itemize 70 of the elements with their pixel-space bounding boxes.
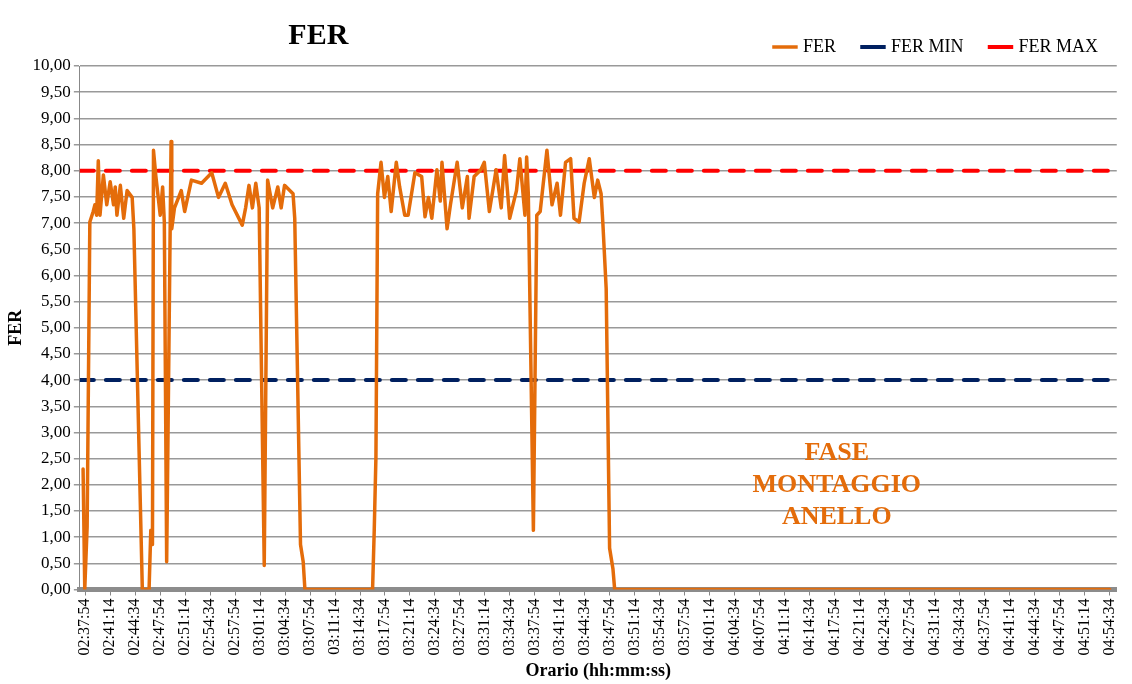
x-tick-label: 03:57:54 bbox=[675, 598, 693, 656]
y-tick-label: 3,00 bbox=[41, 421, 71, 441]
y-tick-label: 1,00 bbox=[41, 526, 71, 546]
x-tick-label: 04:01:14 bbox=[700, 598, 718, 656]
y-tick-label: 6,50 bbox=[41, 238, 71, 258]
x-tick-label: 03:17:54 bbox=[375, 598, 393, 656]
x-tick-label: 03:01:14 bbox=[250, 598, 268, 656]
y-tick-label: 3,50 bbox=[41, 395, 71, 415]
x-tick-label: 04:21:14 bbox=[850, 598, 868, 656]
y-tick-label: 8,00 bbox=[41, 160, 71, 180]
x-tick-label: 03:41:14 bbox=[550, 598, 568, 656]
x-tick-label: 03:04:34 bbox=[275, 598, 293, 656]
x-tick-label: 03:47:54 bbox=[600, 598, 618, 656]
y-tick-label: 5,50 bbox=[41, 291, 71, 311]
x-tick-label: 04:41:14 bbox=[1000, 598, 1017, 656]
y-tick-label: 9,00 bbox=[41, 107, 71, 127]
x-tick-label: 03:34:34 bbox=[500, 598, 518, 656]
y-tick-label: 4,50 bbox=[41, 343, 71, 363]
y-tick-label: 5,00 bbox=[41, 317, 71, 337]
x-tick-label: 02:57:54 bbox=[225, 598, 243, 656]
x-tick-label: 02:51:14 bbox=[175, 598, 193, 656]
legend-label: FER MAX bbox=[1018, 35, 1098, 56]
x-tick-label: 04:17:54 bbox=[825, 598, 843, 656]
x-tick-label: 04:07:54 bbox=[750, 598, 768, 656]
x-tick-label: 04:51:14 bbox=[1074, 598, 1092, 656]
x-axis-title: Orario (hh:mm:ss) bbox=[525, 659, 672, 681]
x-tick-label: 02:47:54 bbox=[150, 598, 168, 656]
x-tick-label: 04:14:34 bbox=[800, 598, 818, 656]
legend-label: FER MIN bbox=[890, 35, 964, 56]
x-tick-label: 03:21:14 bbox=[400, 598, 418, 656]
x-tick-label: 02:37:54 bbox=[75, 598, 93, 656]
y-tick-label: 1,50 bbox=[41, 500, 71, 520]
x-tick-label: 04:04:34 bbox=[725, 598, 743, 656]
x-tick-label: 02:41:14 bbox=[100, 598, 118, 656]
y-tick-label: 0,50 bbox=[41, 552, 71, 572]
x-tick-label: 04:34:34 bbox=[950, 598, 968, 656]
y-tick-label: 0,00 bbox=[41, 578, 71, 598]
y-tick-label: 10,00 bbox=[32, 55, 71, 75]
annotation: FASE MONTAGGIO ANELLO bbox=[752, 436, 922, 530]
x-tick-label: 04:24:34 bbox=[875, 598, 893, 656]
x-tick-label: 04:31:14 bbox=[925, 598, 943, 656]
y-tick-label: 9,50 bbox=[41, 81, 71, 101]
y-tick-label: 2,00 bbox=[41, 474, 71, 494]
y-tick-label: 2,50 bbox=[41, 448, 71, 468]
x-tick-label: 03:11:14 bbox=[325, 598, 343, 655]
x-tick-label: 03:27:54 bbox=[450, 598, 468, 656]
x-tick-label: 03:24:34 bbox=[425, 598, 443, 656]
y-tick-label: 7,50 bbox=[41, 186, 71, 206]
x-tick-label: 04:47:54 bbox=[1049, 598, 1067, 656]
x-tick-label: 04:37:54 bbox=[975, 598, 992, 656]
x-tick-label: 04:44:34 bbox=[1024, 598, 1042, 656]
x-tick-label: 03:44:34 bbox=[575, 598, 593, 656]
x-tick-label: 03:14:34 bbox=[350, 598, 368, 656]
x-tick-label: 03:31:14 bbox=[475, 598, 493, 656]
x-tick-label: 03:37:54 bbox=[525, 598, 543, 656]
y-tick-label: 7,00 bbox=[41, 212, 71, 232]
x-tick-label: 03:54:34 bbox=[650, 598, 668, 656]
x-tick-label: 03:51:14 bbox=[625, 598, 643, 656]
chart-title: FER bbox=[288, 16, 349, 50]
x-tick-label: 04:27:54 bbox=[900, 598, 918, 656]
y-tick-label: 4,00 bbox=[41, 369, 71, 389]
x-tick-label: 02:44:34 bbox=[125, 598, 143, 656]
y-tick-label: 6,00 bbox=[41, 264, 71, 284]
x-tick-label: 04:11:14 bbox=[775, 598, 793, 655]
x-tick-label: 02:54:34 bbox=[200, 598, 218, 656]
legend-label: FER bbox=[802, 35, 836, 56]
y-axis-title: FER bbox=[5, 308, 26, 346]
y-tick-label: 8,50 bbox=[41, 134, 71, 153]
x-tick-label: 03:07:54 bbox=[300, 598, 318, 656]
x-tick-label: 04:54:34 bbox=[1099, 598, 1117, 656]
